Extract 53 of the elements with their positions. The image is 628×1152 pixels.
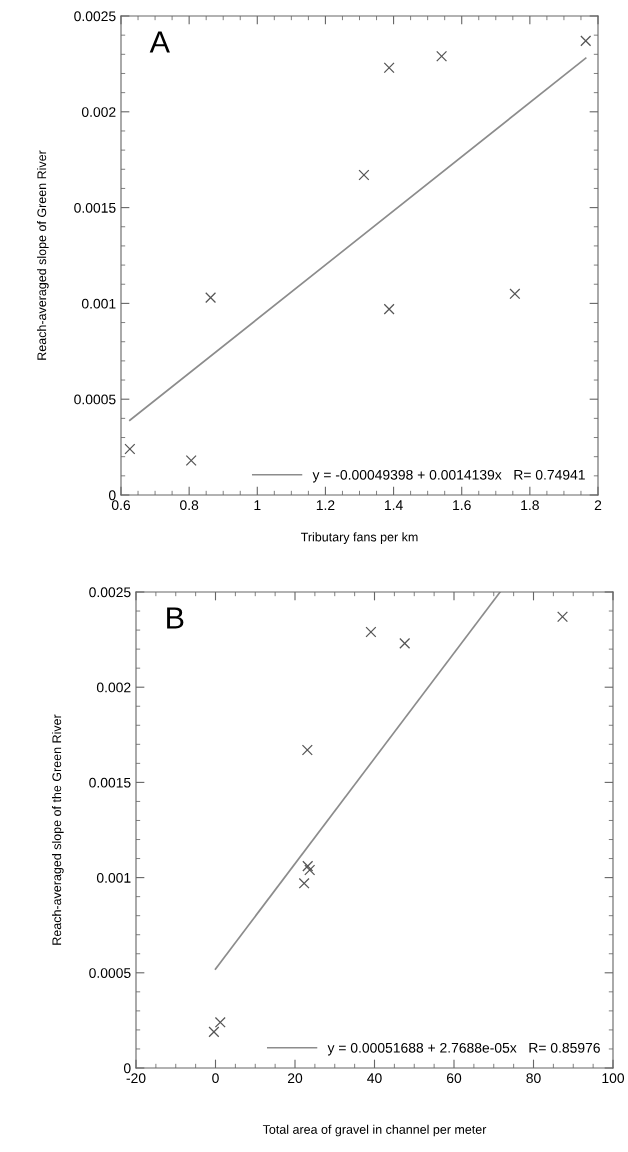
- x-tick-label: 0.6: [111, 500, 131, 511]
- x-axis-title: Total area of gravel in channel per meter: [262, 1124, 487, 1137]
- y-tick-label: 0: [123, 1063, 131, 1074]
- x-tick-label: 1: [254, 500, 261, 510]
- point: [302, 860, 314, 872]
- point: [301, 744, 313, 756]
- point: [214, 1016, 226, 1028]
- y-axis-title: Reach-averaged slope of the Green River: [52, 714, 64, 945]
- point: [124, 443, 136, 455]
- y-tick-label: 0.002: [81, 107, 116, 117]
- x-tick-label: 1.8: [521, 500, 539, 511]
- point: [509, 288, 521, 300]
- point: [208, 1026, 220, 1038]
- point: [383, 62, 395, 74]
- point: [383, 303, 395, 315]
- point: [304, 864, 316, 876]
- x-tick-label: 20: [287, 1073, 303, 1084]
- x-tick-label: 80: [526, 1073, 541, 1084]
- annotation: A: [149, 31, 170, 53]
- y-tick-label: 0.0025: [74, 11, 116, 22]
- x-tick-label: 1.4: [384, 500, 403, 510]
- point: [205, 292, 217, 304]
- y-tick-label: 0.001: [81, 298, 116, 309]
- point: [557, 611, 569, 623]
- point: [358, 169, 370, 181]
- x-tick-label: 2: [594, 500, 602, 510]
- x-tick-label: 60: [446, 1073, 462, 1084]
- x-axis-title: Tributary fans per km: [300, 532, 418, 544]
- y-tick-label: 0.002: [96, 682, 131, 693]
- x-tick-label: 100: [602, 1073, 625, 1084]
- x-tick-label: 0: [212, 1073, 219, 1084]
- y-axis-title: Reach-averaged slope of Green River: [37, 150, 49, 360]
- y-tick-label: 0.0015: [74, 202, 116, 213]
- point: [185, 455, 197, 466]
- y-tick-label: 0.0005: [89, 968, 131, 978]
- point: [436, 50, 448, 62]
- annotation: B: [167, 607, 184, 629]
- point: [365, 626, 377, 638]
- point: [298, 877, 310, 889]
- y-tick-label: 0.0015: [89, 777, 131, 788]
- x-tick-label: 40: [367, 1073, 382, 1084]
- x-tick-label: 0.8: [180, 500, 199, 511]
- legend-label: y = -0.00049398 + 0.0014139x R= 0.74941: [312, 469, 585, 483]
- y-tick-label: 0: [108, 490, 116, 501]
- x-tick-label: 1.2: [316, 500, 335, 510]
- x-tick-label: 1.6: [453, 500, 471, 511]
- y-tick-label: 0.0025: [89, 587, 131, 598]
- legend-label: y = 0.00051688 + 2.7688e-05x R= 0.85976: [327, 1042, 600, 1056]
- y-tick-label: 0.001: [96, 872, 131, 883]
- point: [580, 35, 592, 47]
- point: [399, 637, 411, 649]
- x-tick-label: -20: [126, 1073, 146, 1084]
- y-tick-label: 0.0005: [74, 394, 116, 405]
